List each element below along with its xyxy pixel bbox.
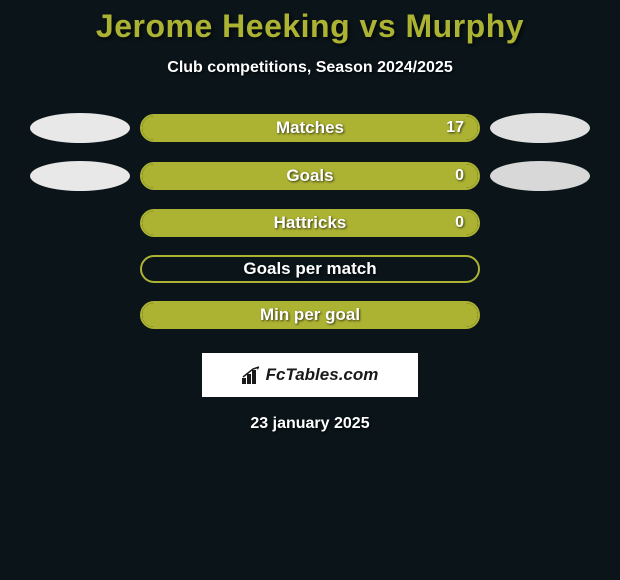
player-marker-right	[490, 161, 590, 191]
stat-bar: Min per goal	[140, 301, 480, 329]
stat-bar: Goals per match	[140, 255, 480, 283]
stat-bar: Matches 17	[140, 114, 480, 142]
date-label: 23 january 2025	[0, 415, 620, 433]
logo: FcTables.com	[242, 365, 379, 385]
stat-bar: Hattricks 0	[140, 209, 480, 237]
page-title: Jerome Heeking vs Murphy	[0, 8, 620, 45]
comparison-widget: Jerome Heeking vs Murphy Club competitio…	[0, 0, 620, 433]
subtitle: Club competitions, Season 2024/2025	[0, 59, 620, 77]
stat-row: Matches 17	[0, 113, 620, 143]
stat-value: 0	[455, 167, 464, 185]
stat-row: Hattricks 0	[0, 209, 620, 237]
logo-box[interactable]: FcTables.com	[202, 353, 418, 397]
logo-text: FcTables.com	[266, 365, 379, 385]
player-marker-right	[490, 113, 590, 143]
stat-label: Min per goal	[260, 305, 360, 325]
stat-label: Goals per match	[243, 259, 376, 279]
stat-label: Hattricks	[274, 213, 347, 233]
player-marker-left	[30, 161, 130, 191]
stat-label: Matches	[276, 118, 344, 138]
stat-row: Min per goal	[0, 301, 620, 329]
stat-rows: Matches 17 Goals 0 Hattricks 0 Goals per match…	[0, 113, 620, 329]
stat-value: 17	[446, 119, 464, 137]
stat-row: Goals 0	[0, 161, 620, 191]
stat-value: 0	[455, 214, 464, 232]
stat-bar: Goals 0	[140, 162, 480, 190]
chart-icon	[242, 366, 262, 384]
player-marker-left	[30, 113, 130, 143]
stat-label: Goals	[286, 166, 333, 186]
stat-row: Goals per match	[0, 255, 620, 283]
